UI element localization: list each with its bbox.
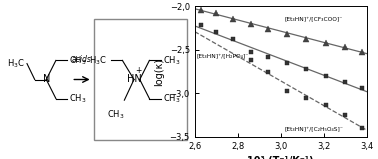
FancyBboxPatch shape — [94, 19, 187, 140]
Text: CH$_3$: CH$_3$ — [163, 92, 180, 105]
Text: CH$_3$: CH$_3$ — [163, 54, 180, 67]
Text: HN: HN — [127, 75, 141, 84]
Text: H$_3$C: H$_3$C — [89, 54, 107, 67]
Text: [Et₃HN]⁺/[H₂PO₄]⁻: [Et₃HN]⁺/[H₂PO₄]⁻ — [197, 53, 249, 58]
Text: [Et₃HN]⁺/[C₂H₅O₄S]⁻: [Et₃HN]⁺/[C₂H₅O₄S]⁻ — [285, 126, 344, 131]
Text: CH$_3$: CH$_3$ — [107, 108, 124, 121]
Text: CH$_3$: CH$_3$ — [70, 54, 87, 67]
Text: H$_3$C: H$_3$C — [7, 57, 25, 70]
Text: +: + — [135, 66, 141, 75]
Text: [Et₃HN]⁺/[CF₃COO]⁻: [Et₃HN]⁺/[CF₃COO]⁻ — [285, 17, 343, 22]
Text: N: N — [43, 75, 50, 84]
Y-axis label: log(κ): log(κ) — [154, 58, 164, 86]
Text: CH$_3$: CH$_3$ — [70, 92, 87, 105]
X-axis label: 10³ (T⁻¹/K⁻¹): 10³ (T⁻¹/K⁻¹) — [247, 156, 314, 159]
Text: acids: acids — [72, 55, 92, 64]
